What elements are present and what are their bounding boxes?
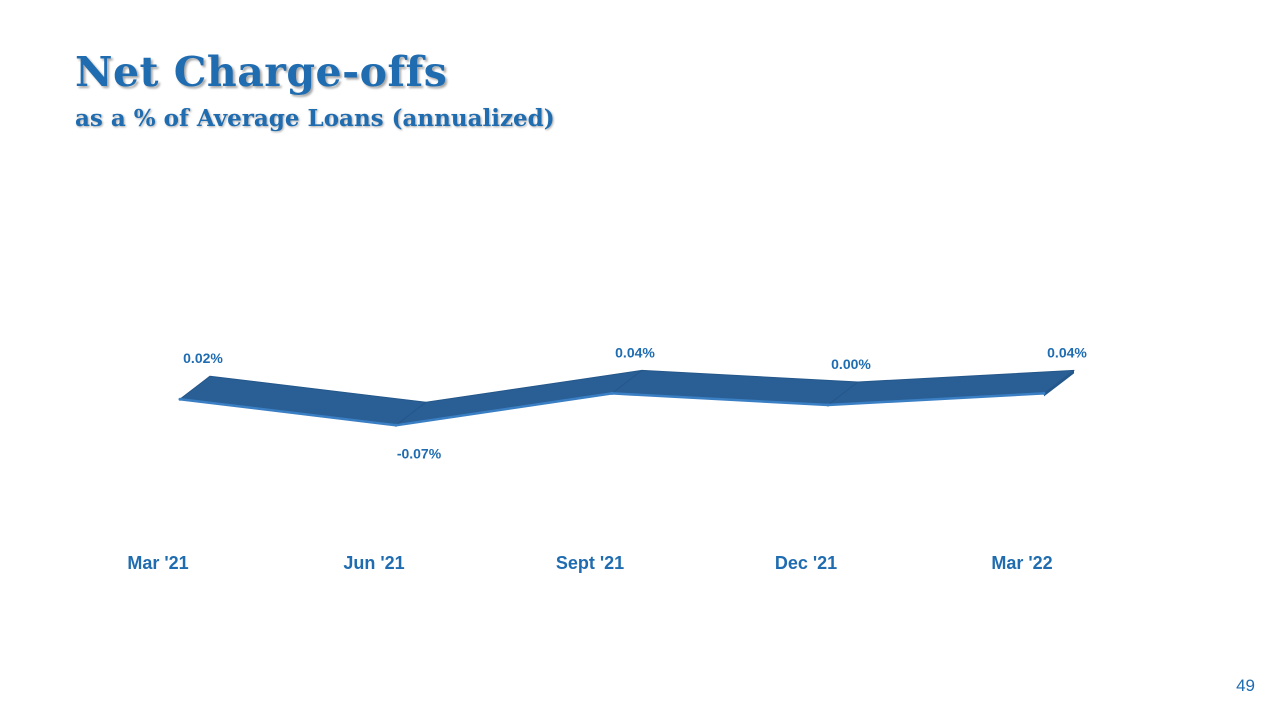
category-label-3: Sept '21 <box>556 553 624 573</box>
category-label-2: Jun '21 <box>343 553 404 573</box>
data-point-4 <box>826 403 830 407</box>
slide-title: Net Charge-offs <box>75 48 448 96</box>
page-number: 49 <box>1236 676 1255 695</box>
category-label-4: Dec '21 <box>775 553 837 573</box>
data-label-3: 0.04% <box>615 344 655 360</box>
ribbon-segment-4 <box>827 369 1075 406</box>
slide-subtitle: as a % of Average Loans (annualized) <box>75 105 555 132</box>
data-label-2: -0.07% <box>397 445 442 461</box>
data-point-5 <box>1042 391 1046 395</box>
ribbon-segment-1 <box>179 375 427 426</box>
category-label-1: Mar '21 <box>127 553 188 573</box>
ribbon-end-cap <box>1044 370 1074 397</box>
data-label-layer: 0.02% -0.07% 0.04% 0.00% 0.04% <box>183 344 1087 461</box>
data-label-5: 0.04% <box>1047 344 1087 360</box>
data-label-4: 0.00% <box>831 356 871 372</box>
data-point-3 <box>610 391 614 395</box>
data-label-1: 0.02% <box>183 350 223 366</box>
data-point-2 <box>394 423 398 427</box>
category-axis: Mar '21 Jun '21 Sept '21 Dec '21 Mar '22 <box>127 553 1052 573</box>
ribbon-segment-2 <box>395 369 643 426</box>
ribbon-layer <box>178 369 1075 427</box>
category-label-5: Mar '22 <box>991 553 1052 573</box>
data-point-1 <box>178 397 182 401</box>
